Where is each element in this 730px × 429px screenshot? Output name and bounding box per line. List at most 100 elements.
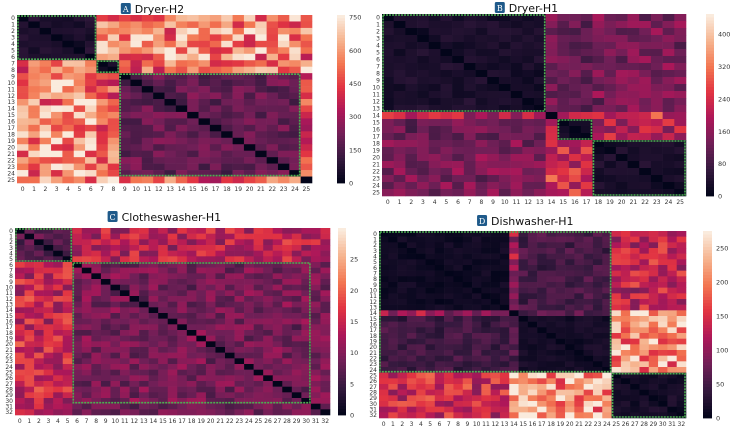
- heatmap-cell: [509, 287, 519, 294]
- heatmap-cell: [509, 259, 519, 266]
- colorbar-segment: [338, 262, 346, 266]
- heatmap-cell: [440, 119, 453, 127]
- heatmap-cell: [253, 301, 264, 308]
- y-tick-label: 8: [9, 273, 13, 280]
- heatmap-cell: [215, 296, 226, 302]
- heatmap-cell: [379, 321, 389, 328]
- heatmap-cell: [266, 111, 279, 119]
- heatmap-cell: [81, 335, 92, 342]
- heatmap-cell: [186, 386, 197, 393]
- y-tick-label: 12: [369, 299, 377, 306]
- heatmap-cell: [425, 276, 436, 283]
- heatmap-cell: [667, 253, 677, 260]
- heatmap-cell: [510, 28, 523, 36]
- heatmap-cell: [310, 409, 321, 416]
- heatmap-cell: [253, 398, 264, 404]
- heatmap-cell: [196, 386, 207, 393]
- heatmap-cell: [592, 287, 603, 294]
- heatmap-cell: [462, 270, 473, 277]
- heatmap-cell: [527, 338, 538, 345]
- colorbar-segment: [703, 386, 712, 391]
- heatmap-cell: [676, 282, 687, 288]
- heatmap-cell: [462, 338, 473, 345]
- heatmap-cell: [592, 119, 605, 127]
- heatmap-cell: [518, 384, 529, 390]
- heatmap-cell: [510, 14, 523, 22]
- heatmap-cell: [253, 364, 264, 370]
- heatmap-cell: [453, 265, 464, 271]
- colorbar-tick-label: 20: [350, 287, 358, 295]
- heatmap-cell: [148, 403, 159, 410]
- heatmap-cell: [107, 79, 120, 87]
- colorbar-segment: [337, 29, 345, 33]
- heatmap-cell: [153, 170, 165, 177]
- heatmap-cell: [244, 381, 254, 387]
- heatmap-cell: [186, 307, 197, 314]
- heatmap-cell: [53, 267, 64, 274]
- heatmap-cell: [43, 318, 54, 325]
- cluster-highlight-box: [17, 15, 97, 61]
- colorbar-segment: [338, 374, 346, 378]
- heatmap-cell: [196, 398, 207, 404]
- heatmap-cell: [527, 350, 538, 356]
- heatmap-cell: [592, 361, 603, 368]
- heatmap-cell: [39, 79, 52, 87]
- heatmap-cell: [164, 40, 177, 48]
- y-tick-label: 3: [11, 35, 15, 42]
- heatmap-cell: [472, 378, 482, 385]
- y-tick-label: 22: [369, 356, 377, 363]
- heatmap-cell: [463, 182, 476, 190]
- heatmap-cell: [186, 284, 197, 291]
- heatmap-cell: [658, 361, 668, 368]
- heatmap-cell: [15, 324, 25, 331]
- heatmap-cell: [129, 386, 140, 393]
- heatmap-cell: [24, 358, 35, 365]
- heatmap-cell: [15, 409, 25, 416]
- x-tick-label: 22: [641, 199, 649, 206]
- heatmap-cell: [310, 386, 321, 393]
- heatmap-cell: [221, 157, 233, 164]
- heatmap-cell: [91, 392, 102, 399]
- heatmap-cell: [510, 63, 523, 71]
- y-tick-label: 20: [369, 344, 377, 351]
- heatmap-cell: [255, 47, 267, 55]
- heatmap-cell: [462, 372, 473, 379]
- heatmap-cell: [434, 248, 445, 254]
- heatmap-cell: [253, 403, 264, 410]
- heatmap-cell: [545, 77, 558, 85]
- heatmap-cell: [604, 70, 617, 78]
- heatmap-cell: [62, 330, 73, 336]
- heatmap-cell: [129, 409, 140, 416]
- heatmap-cell: [397, 355, 408, 362]
- heatmap-cell: [674, 14, 687, 22]
- heatmap-cell: [434, 344, 445, 351]
- heatmap-cell: [662, 98, 675, 106]
- heatmap-cell: [545, 63, 558, 71]
- heatmap-cell: [300, 86, 313, 93]
- colorbar-segment: [703, 365, 712, 369]
- heatmap-cell: [244, 386, 254, 393]
- colorbar-segment: [703, 262, 712, 266]
- heatmap-cell: [499, 367, 510, 373]
- heatmap-cell: [499, 395, 510, 402]
- heatmap-cell: [291, 375, 302, 382]
- heatmap-cell: [225, 301, 235, 308]
- x-tick-label: 6: [456, 199, 460, 206]
- heatmap-cell: [569, 63, 582, 71]
- heatmap-cell: [81, 239, 92, 246]
- heatmap-cell: [119, 144, 131, 151]
- heatmap-cell: [187, 131, 199, 139]
- colorbar-segment: [706, 165, 714, 170]
- heatmap-cell: [658, 310, 668, 317]
- heatmap-cell: [141, 79, 154, 87]
- heatmap-cell: [34, 307, 44, 314]
- heatmap-cell: [107, 27, 120, 35]
- heatmap-cell: [209, 157, 222, 164]
- heatmap-cell: [604, 98, 617, 106]
- colorbar-segment: [338, 234, 346, 238]
- heatmap-cell: [39, 163, 52, 171]
- heatmap-cell: [282, 239, 293, 246]
- heatmap-cell: [263, 330, 274, 336]
- heatmap-cell: [639, 84, 652, 92]
- heatmap-cell: [620, 350, 631, 356]
